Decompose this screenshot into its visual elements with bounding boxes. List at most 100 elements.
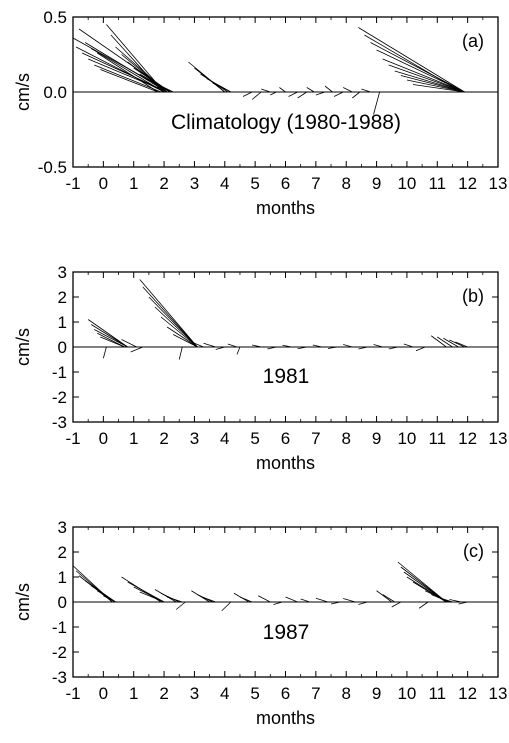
vector-stick	[87, 319, 128, 348]
vector-stick	[178, 346, 183, 360]
vector-stick	[315, 91, 326, 96]
vector-stick	[458, 601, 468, 605]
vector-stick	[172, 334, 198, 348]
vector-stick	[139, 279, 198, 348]
x-tick-label: 1	[129, 684, 138, 703]
x-tick-label: 9	[372, 174, 381, 193]
vector-stick	[282, 344, 292, 348]
x-tick-label: 8	[341, 429, 350, 448]
vector-stick	[382, 594, 395, 603]
y-tick-label: -1	[52, 618, 67, 637]
vector-stick	[412, 84, 465, 93]
x-tick-label: 10	[397, 684, 416, 703]
vector-stick	[261, 88, 271, 93]
vector-stick	[227, 343, 238, 348]
vector-stick	[455, 341, 468, 348]
vector-stick	[142, 286, 198, 348]
vector-stick	[102, 346, 107, 359]
vector-stick	[343, 598, 356, 603]
chart-annotation: Climatology (1980-1988)	[171, 111, 401, 134]
vector-stick	[388, 346, 398, 350]
y-tick-label: -2	[52, 388, 67, 407]
vector-stick	[252, 344, 262, 348]
vector-stick	[343, 87, 353, 93]
vector-stick	[376, 49, 465, 93]
vector-stick	[358, 27, 465, 93]
vector-stick	[437, 596, 453, 603]
x-tick-label: 7	[311, 684, 320, 703]
y-tick-label: 1	[58, 313, 67, 332]
vector-stick	[203, 342, 216, 348]
vector-stick	[449, 339, 465, 348]
y-tick-label: 1	[58, 568, 67, 587]
x-tick-label: -1	[65, 684, 80, 703]
vector-stick	[154, 306, 198, 348]
vector-stick	[273, 601, 283, 605]
vector-stick	[415, 346, 426, 352]
vector-stick	[376, 590, 392, 603]
y-tick-label: -2	[52, 643, 67, 662]
vector-stick	[333, 91, 344, 97]
x-tick-label: 4	[220, 174, 229, 193]
vector-stick	[251, 91, 262, 100]
vector-stick	[406, 79, 465, 93]
vector-stick	[373, 344, 383, 348]
vector-stick	[358, 601, 368, 605]
x-tick-label: 8	[341, 174, 350, 193]
x-tick-label: 11	[428, 684, 446, 703]
panel-label: (b)	[462, 286, 484, 306]
chart-annotation: 1987	[263, 621, 310, 644]
y-tick-label: 0	[58, 338, 67, 357]
vector-stick	[239, 596, 253, 603]
vector-stick	[449, 599, 462, 603]
x-tick-label: 7	[311, 429, 320, 448]
x-tick-label: 1	[129, 174, 138, 193]
chart-panel-2: -1 0 1 2 3 4 5 6 7 8 9 10 11 12 13-3-2-10123monthscm/s…	[13, 263, 507, 473]
y-axis-label: cm/s	[13, 583, 33, 621]
y-tick-label: 3	[58, 263, 67, 282]
x-tick-label: 5	[250, 174, 259, 193]
vector-stick	[418, 601, 429, 609]
vector-stick	[373, 91, 380, 115]
vector-stick	[285, 596, 298, 603]
x-tick-label: 3	[190, 684, 199, 703]
vector-stick	[343, 344, 353, 348]
chart-annotation: 1981	[263, 365, 310, 388]
x-tick-label: 6	[281, 429, 290, 448]
vector-stick	[382, 58, 465, 93]
x-tick-label: -1	[65, 429, 80, 448]
vector-stick	[242, 91, 253, 97]
vector-stick	[94, 329, 128, 348]
x-tick-label: 9	[372, 429, 381, 448]
vector-stick	[352, 91, 361, 99]
vector-stick	[388, 64, 465, 93]
x-tick-label: 6	[281, 684, 290, 703]
vector-stick	[370, 42, 465, 93]
vector-sticks	[72, 24, 465, 115]
x-tick-label: 4	[220, 429, 229, 448]
vector-stick	[97, 52, 159, 93]
vector-stick	[88, 58, 168, 93]
x-tick-label: 0	[99, 684, 108, 703]
vector-stick	[166, 596, 183, 603]
vector-stick	[236, 346, 241, 355]
vector-stick	[394, 70, 465, 93]
vector-stick	[91, 48, 165, 93]
vector-stick	[130, 346, 143, 353]
vector-stick	[100, 336, 125, 348]
y-axis-label: cm/s	[13, 73, 33, 111]
vector-stick	[121, 339, 137, 348]
x-tick-label: 8	[341, 684, 350, 703]
vector-stick	[203, 597, 216, 603]
vector-stick	[270, 91, 277, 96]
vector-stick	[361, 88, 371, 93]
vector-stick	[91, 324, 128, 348]
vector-stick	[297, 91, 307, 99]
chart-panel-3: -1 0 1 2 3 4 5 6 7 8 9 10 11 12 13-3-2-10123monthscm/s…	[13, 518, 507, 728]
x-tick-label: 5	[250, 684, 259, 703]
vector-stick	[94, 64, 162, 93]
vector-stick	[215, 346, 225, 350]
vector-stick	[175, 601, 186, 610]
y-tick-label: -1	[52, 363, 67, 382]
